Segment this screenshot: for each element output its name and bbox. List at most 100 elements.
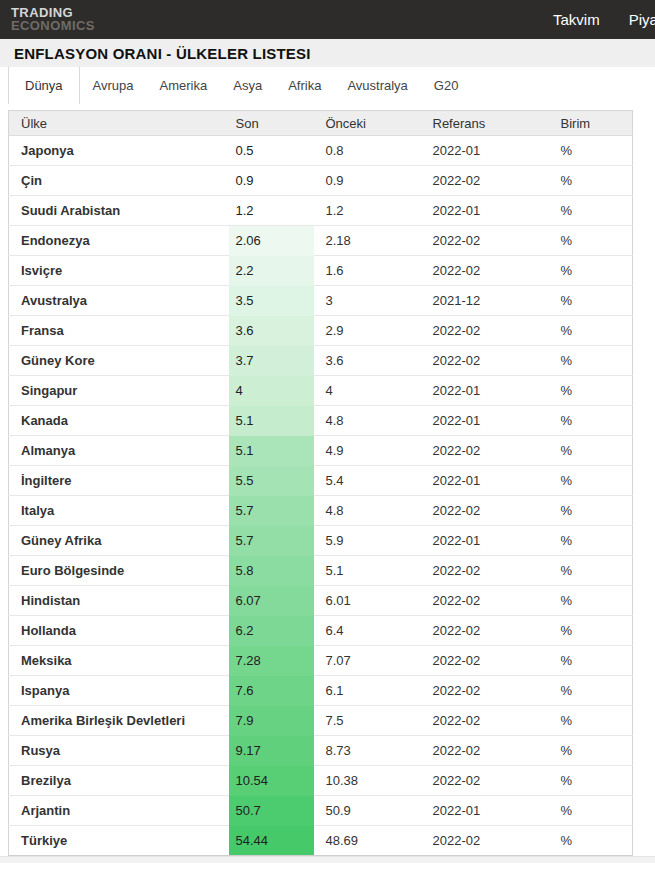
onceki-value-cell: 3 xyxy=(314,286,421,316)
inflation-table: ÜlkeSonÖncekiReferansBirim Japonya0.50.8… xyxy=(8,110,633,856)
country-cell[interactable]: Singapur xyxy=(9,376,229,406)
referans-cell: 2022-02 xyxy=(421,496,549,526)
son-value-cell: 5.1 xyxy=(229,436,314,466)
trading-economics-logo[interactable]: TRADING ECONOMICS xyxy=(11,6,95,32)
table-row: Güney Afrika5.75.92022-01% xyxy=(9,526,633,556)
birim-cell: % xyxy=(549,526,633,556)
birim-cell: % xyxy=(549,706,633,736)
tab-bar: DünyaAvrupaAmerikaAsyaAfrikaAvustralyaG2… xyxy=(0,67,655,104)
birim-cell: % xyxy=(549,736,633,766)
country-cell[interactable]: Almanya xyxy=(9,436,229,466)
country-cell[interactable]: Avustralya xyxy=(9,286,229,316)
table-row: Japonya0.50.82022-01% xyxy=(9,136,633,166)
column-header-ulke: Ülke xyxy=(9,111,229,136)
country-cell[interactable]: Euro Bölgesinde xyxy=(9,556,229,586)
tab-asya[interactable]: Asya xyxy=(220,67,275,104)
son-value-cell: 6.2 xyxy=(229,616,314,646)
onceki-value-cell: 10.38 xyxy=(314,766,421,796)
birim-cell: % xyxy=(549,136,633,166)
country-cell[interactable]: Kanada xyxy=(9,406,229,436)
referans-cell: 2022-02 xyxy=(421,736,549,766)
son-value-cell: 9.17 xyxy=(229,736,314,766)
title-band: ENFLASYON ORANI - ÜLKELER LISTESI xyxy=(0,39,655,67)
son-value-cell: 7.9 xyxy=(229,706,314,736)
country-cell[interactable]: Hindistan xyxy=(9,586,229,616)
onceki-value-cell: 8.73 xyxy=(314,736,421,766)
country-cell[interactable]: Amerika Birleşik Devletleri xyxy=(9,706,229,736)
son-value-cell: 5.7 xyxy=(229,496,314,526)
tab-afrika[interactable]: Afrika xyxy=(275,67,334,104)
birim-cell: % xyxy=(549,466,633,496)
onceki-value-cell: 0.8 xyxy=(314,136,421,166)
birim-cell: % xyxy=(549,676,633,706)
referans-cell: 2022-01 xyxy=(421,526,549,556)
table-row: Hollanda6.26.42022-02% xyxy=(9,616,633,646)
country-cell[interactable]: Ispanya xyxy=(9,676,229,706)
country-cell[interactable]: Isviçre xyxy=(9,256,229,286)
country-cell[interactable]: Fransa xyxy=(9,316,229,346)
tab-avustralya[interactable]: Avustralya xyxy=(334,67,420,104)
country-cell[interactable]: Japonya xyxy=(9,136,229,166)
country-cell[interactable]: Meksika xyxy=(9,646,229,676)
onceki-value-cell: 7.5 xyxy=(314,706,421,736)
table-row: Endonezya2.062.182022-02% xyxy=(9,226,633,256)
referans-cell: 2022-02 xyxy=(421,646,549,676)
birim-cell: % xyxy=(549,586,633,616)
country-cell[interactable]: Güney Kore xyxy=(9,346,229,376)
table-row: Italya5.74.82022-02% xyxy=(9,496,633,526)
referans-cell: 2022-02 xyxy=(421,436,549,466)
tab-g20[interactable]: G20 xyxy=(421,67,472,104)
onceki-value-cell: 4.8 xyxy=(314,406,421,436)
referans-cell: 2022-02 xyxy=(421,706,549,736)
onceki-value-cell: 3.6 xyxy=(314,346,421,376)
tab-amerika[interactable]: Amerika xyxy=(147,67,221,104)
country-cell[interactable]: Italya xyxy=(9,496,229,526)
son-value-cell: 2.2 xyxy=(229,256,314,286)
son-value-cell: 3.7 xyxy=(229,346,314,376)
onceki-value-cell: 5.1 xyxy=(314,556,421,586)
tab-dunya[interactable]: Dünya xyxy=(8,67,80,104)
nav-item-takvim[interactable]: Takvim xyxy=(553,11,600,28)
son-value-cell: 7.6 xyxy=(229,676,314,706)
onceki-value-cell: 2.9 xyxy=(314,316,421,346)
table-row: Amerika Birleşik Devletleri7.97.52022-02… xyxy=(9,706,633,736)
country-cell[interactable]: Suudi Arabistan xyxy=(9,196,229,226)
referans-cell: 2022-02 xyxy=(421,166,549,196)
table-row: Çin0.90.92022-02% xyxy=(9,166,633,196)
birim-cell: % xyxy=(549,826,633,856)
son-value-cell: 0.5 xyxy=(229,136,314,166)
table-header: ÜlkeSonÖncekiReferansBirim xyxy=(9,111,633,136)
country-cell[interactable]: Rusya xyxy=(9,736,229,766)
referans-cell: 2022-01 xyxy=(421,376,549,406)
column-header-birim: Birim xyxy=(549,111,633,136)
referans-cell: 2022-02 xyxy=(421,676,549,706)
country-cell[interactable]: İngiltere xyxy=(9,466,229,496)
table-row: Güney Kore3.73.62022-02% xyxy=(9,346,633,376)
onceki-value-cell: 6.4 xyxy=(314,616,421,646)
country-cell[interactable]: Endonezya xyxy=(9,226,229,256)
birim-cell: % xyxy=(549,436,633,466)
tab-avrupa[interactable]: Avrupa xyxy=(80,67,147,104)
nav-item-piyasalar[interactable]: Piyasalar xyxy=(629,11,655,28)
onceki-value-cell: 5.4 xyxy=(314,466,421,496)
birim-cell: % xyxy=(549,616,633,646)
column-header-referans: Referans xyxy=(421,111,549,136)
country-cell[interactable]: Güney Afrika xyxy=(9,526,229,556)
table-row: Fransa3.62.92022-02% xyxy=(9,316,633,346)
son-value-cell: 5.5 xyxy=(229,466,314,496)
table-body: Japonya0.50.82022-01%Çin0.90.92022-02%Su… xyxy=(9,136,633,856)
birim-cell: % xyxy=(549,316,633,346)
referans-cell: 2022-02 xyxy=(421,616,549,646)
country-cell[interactable]: Arjantin xyxy=(9,796,229,826)
logo-line-2: ECONOMICS xyxy=(11,19,95,32)
referans-cell: 2022-02 xyxy=(421,586,549,616)
country-cell[interactable]: Türkiye xyxy=(9,826,229,856)
country-cell[interactable]: Brezilya xyxy=(9,766,229,796)
referans-cell: 2022-02 xyxy=(421,316,549,346)
country-cell[interactable]: Hollanda xyxy=(9,616,229,646)
top-nav: Takvim Piyasalar xyxy=(553,11,655,28)
onceki-value-cell: 4.9 xyxy=(314,436,421,466)
country-cell[interactable]: Çin xyxy=(9,166,229,196)
table-row: Almanya5.14.92022-02% xyxy=(9,436,633,466)
table-row: Arjantin50.750.92022-01% xyxy=(9,796,633,826)
